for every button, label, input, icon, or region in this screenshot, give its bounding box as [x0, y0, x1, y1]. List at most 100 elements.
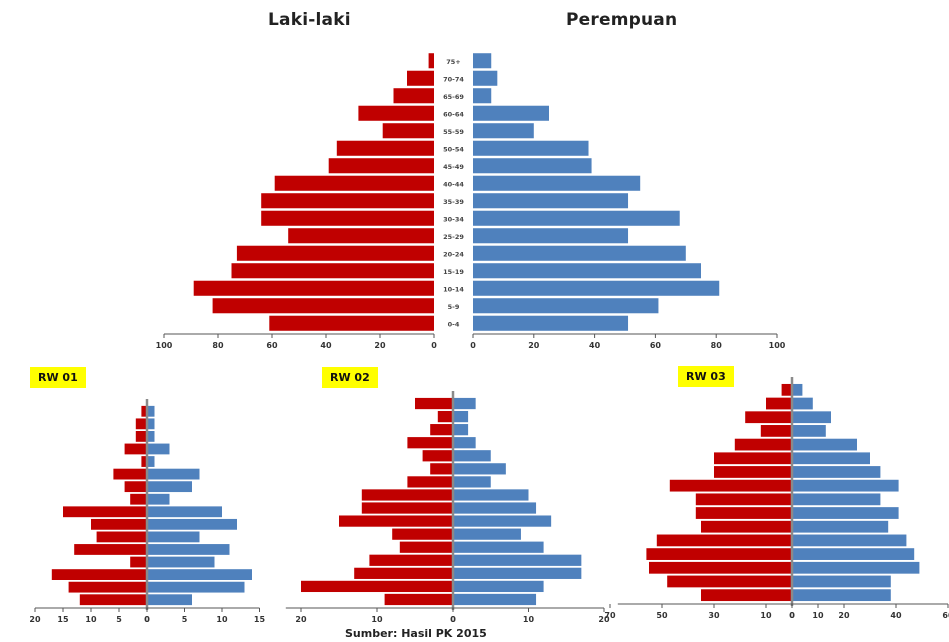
main-age-label-2: 10-14	[443, 285, 464, 293]
rw03-tick-label-male-3: 10	[760, 611, 772, 620]
main-bar-female-4	[473, 245, 686, 261]
rw03-bar-male-10	[714, 452, 792, 465]
rw03-tick-label-male-1: 50	[656, 611, 668, 620]
main-tick-label-female-1: 20	[528, 341, 540, 350]
main-tick-label-female-3: 60	[650, 341, 662, 350]
rw01-bar-male-9	[124, 481, 147, 493]
main-bar-male-13	[393, 88, 434, 104]
main-tick-label-male-5: 0	[431, 341, 437, 350]
rw01-tick-label-male-0: 20	[29, 615, 41, 624]
rw03-bar-male-0	[701, 589, 792, 602]
rw02-bar-male-7	[361, 502, 453, 514]
main-bar-male-10	[336, 140, 434, 156]
rw01-bar-female-15	[147, 405, 155, 417]
rw01-bar-male-5	[96, 531, 147, 543]
rw02-bar-female-13	[453, 424, 469, 436]
rw01-bar-male-1	[68, 581, 147, 593]
rw01-bar-male-11	[141, 456, 147, 467]
rw01-bar-female-5	[147, 531, 200, 543]
rw02-bar-female-4	[453, 541, 544, 553]
rw02-bar-male-14	[437, 410, 453, 423]
rw02-bar-female-5	[453, 528, 521, 540]
rw02-bar-female-8	[453, 489, 529, 501]
rw02-bar-male-8	[361, 489, 453, 501]
main-tick-label-male-2: 60	[266, 341, 278, 350]
rw02-tick-label-male-1: 10	[371, 615, 383, 624]
main-bar-male-2	[193, 280, 434, 296]
rw02-bar-male-4	[399, 541, 453, 553]
rw03-tick-label-female-4: 60	[942, 611, 949, 620]
main-bar-female-2	[473, 280, 720, 296]
rw01-bar-male-10	[113, 468, 147, 480]
rw02-tick-label-male-2: 0	[450, 615, 456, 624]
rw02-bar-male-2	[354, 567, 453, 579]
main-bar-female-5	[473, 228, 629, 244]
rw03-bar-male-5	[701, 520, 792, 533]
main-bar-male-7	[261, 193, 434, 209]
rw03-bar-female-1	[792, 575, 891, 588]
rw02-bar-female-9	[453, 476, 491, 488]
rw01-bar-male-15	[141, 405, 147, 417]
main-bar-male-8	[274, 175, 434, 191]
main-bar-female-13	[473, 88, 492, 104]
rw02-bar-male-11	[422, 450, 453, 462]
rw01-bar-male-3	[130, 556, 147, 568]
rw03-bar-female-6	[792, 507, 899, 519]
rw01-bar-male-0	[79, 594, 147, 606]
rw03-bar-male-12	[760, 425, 792, 437]
rw03-title: RW 03	[678, 366, 734, 387]
main-bar-female-3	[473, 263, 701, 279]
rw02-bar-female-15	[453, 397, 476, 410]
rw02-bar-male-6	[339, 515, 453, 527]
rw02-tick-label-female-0: 0	[450, 615, 456, 624]
main-bar-male-11	[382, 123, 434, 139]
main-bar-female-14	[473, 70, 498, 86]
rw02-bar-female-10	[453, 463, 506, 475]
rw02-bar-male-3	[369, 554, 453, 566]
rw01-tick-label-male-4: 0	[144, 615, 150, 624]
rw03-tick-label-male-0: 70	[604, 611, 616, 620]
rw01-tick-label-female-3: 15	[254, 615, 266, 624]
rw03-bar-male-2	[649, 561, 792, 574]
main-tick-label-male-4: 20	[374, 341, 386, 350]
main-tick-label-male-1: 80	[212, 341, 224, 350]
rw02-bar-male-15	[415, 397, 453, 410]
main-age-label-6: 30-34	[443, 215, 464, 223]
main-bar-male-6	[261, 210, 434, 226]
rw03-bar-male-7	[695, 493, 792, 506]
rw03-tick-label-female-2: 20	[838, 611, 850, 620]
rw01-bar-male-8	[130, 493, 147, 505]
rw01-bar-male-2	[51, 569, 147, 580]
rw03-bar-female-12	[792, 425, 826, 437]
rw02-bar-female-7	[453, 502, 537, 514]
rw03-bar-female-4	[792, 534, 907, 547]
rw01-bar-female-4	[147, 544, 230, 555]
rw03-tick-label-male-2: 30	[708, 611, 720, 620]
rw01-bar-female-14	[147, 418, 155, 430]
main-age-label-0: 0-4	[448, 320, 460, 328]
main-tick-label-female-2: 40	[589, 341, 601, 350]
rw02-tick-label-female-1: 10	[523, 615, 535, 624]
main-bar-male-14	[407, 70, 434, 86]
rw01-bar-male-12	[124, 443, 147, 455]
main-age-label-15: 75+	[446, 58, 461, 66]
female-header: Perempuan	[566, 10, 678, 30]
rw02-bar-female-14	[453, 410, 469, 423]
rw03-bar-male-4	[656, 534, 792, 547]
main-tick-label-female-4: 80	[711, 341, 723, 350]
main-age-label-1: 5-9	[448, 303, 460, 311]
rw01-tick-label-female-2: 10	[216, 615, 228, 624]
rw01-title: RW 01	[30, 367, 86, 388]
rw01-bar-female-7	[147, 506, 222, 518]
rw03-bar-male-11	[734, 438, 792, 451]
main-bar-female-15	[473, 53, 492, 69]
rw02-bar-male-0	[384, 593, 453, 606]
rw01-tick-label-male-3: 5	[116, 615, 122, 624]
main-age-label-7: 35-39	[443, 198, 464, 206]
rw03-bar-male-9	[714, 466, 792, 478]
rw03-tick-label-female-3: 40	[890, 611, 902, 620]
main-bar-female-12	[473, 105, 549, 121]
main-age-label-10: 50-54	[443, 145, 464, 153]
source-note: Sumber: Hasil PK 2015	[345, 627, 487, 640]
main-tick-label-male-3: 40	[320, 341, 332, 350]
